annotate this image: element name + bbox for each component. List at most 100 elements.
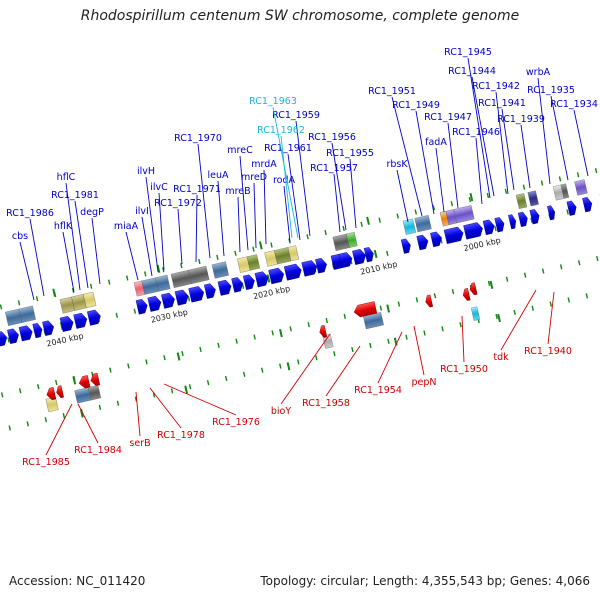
feature-block — [287, 245, 300, 262]
forward-gene-arrow — [231, 277, 244, 293]
feature-block — [346, 232, 358, 248]
reverse-gene-label-leader — [45, 403, 73, 456]
forward-gene-arrow — [7, 328, 19, 344]
feature-block — [574, 179, 588, 196]
forward-gene-arrow — [135, 299, 148, 315]
scale-label: 2010 kbp — [359, 259, 398, 276]
tick — [89, 283, 93, 289]
feature-block — [83, 291, 97, 309]
forward-gene-label: RC1_1942 — [472, 81, 520, 92]
forward-gene-label-leader — [475, 137, 483, 205]
reverse-gene-label-leader — [547, 291, 555, 345]
tick — [234, 250, 237, 256]
tick — [289, 326, 292, 332]
tick — [541, 268, 545, 274]
forward-gene-label: RC1_1955 — [326, 148, 374, 159]
tick — [486, 192, 490, 199]
tick — [495, 313, 498, 320]
forward-gene-label: miaA — [114, 221, 139, 232]
tick-major — [156, 264, 161, 273]
tick — [396, 213, 399, 219]
feature-block — [414, 215, 432, 233]
reverse-gene-label-leader — [500, 289, 537, 351]
tick — [423, 330, 426, 336]
reverse-gene-arrow — [469, 282, 478, 296]
tick — [451, 289, 455, 295]
feature-block — [246, 254, 261, 271]
reverse-genes — [46, 282, 478, 401]
forward-gene-label: RC1_1946 — [452, 127, 500, 138]
highlighted-gene-label-leader — [272, 106, 299, 239]
tick — [7, 337, 10, 343]
forward-gene-label-leader — [145, 176, 159, 273]
forward-gene-arrow — [73, 312, 88, 329]
tick — [307, 322, 310, 328]
tick — [187, 296, 191, 302]
forward-gene-arrow — [400, 238, 411, 254]
reverse-gene-label: RC1_1950 — [440, 364, 488, 375]
forward-gene-label: RC1_1945 — [444, 47, 492, 58]
forward-gene-label-leader — [333, 173, 341, 233]
forward-gene-arrow — [494, 217, 505, 233]
reverse-gene-arrow — [90, 372, 101, 386]
feature-blocks — [5, 179, 588, 413]
forward-gene-label-leader — [435, 147, 445, 213]
tick — [505, 276, 509, 282]
tick-major — [176, 352, 181, 361]
reverse-gene-arrow — [353, 301, 378, 318]
tick — [577, 260, 581, 266]
forward-gene-label-leader — [467, 57, 491, 199]
tick — [217, 342, 220, 348]
tick — [107, 279, 111, 285]
reverse-gene-label-leader — [280, 333, 331, 405]
tick — [596, 255, 599, 262]
forward-gene-arrow — [443, 226, 464, 244]
forward-gene-arrow — [18, 325, 33, 342]
forward-gene-label-leader — [495, 91, 509, 195]
forward-gene-arrow — [338, 252, 353, 269]
forward-gene-label-leader — [158, 192, 165, 271]
reverse-gene-label-leader — [413, 325, 425, 376]
tick — [522, 184, 526, 190]
forward-gene-label: rodA — [273, 175, 296, 186]
forward-gene-arrow — [463, 222, 483, 240]
feature-block — [88, 385, 102, 401]
reverse-gene-label-leader — [461, 315, 465, 363]
tick — [433, 293, 437, 299]
feature-block — [18, 305, 36, 323]
tick — [540, 180, 544, 186]
forward-gene-label: RC1_1981 — [51, 190, 99, 201]
forward-gene-arrow — [161, 292, 175, 309]
forward-gene-arrow — [0, 331, 8, 347]
forward-gene-arrow — [174, 289, 189, 306]
forward-gene-arrow — [147, 295, 162, 312]
tick — [133, 308, 137, 314]
tick — [188, 384, 192, 390]
chromosome-axis — [0, 203, 600, 397]
tick — [271, 330, 274, 336]
forward-gene-label-leader — [217, 180, 225, 257]
tick — [206, 380, 210, 386]
forward-gene-label-leader — [537, 77, 551, 185]
feature-block — [560, 183, 570, 199]
forward-gene-label-leader — [65, 182, 81, 291]
reverse-gene-label-leader — [325, 345, 361, 397]
forward-gene-arrow — [242, 274, 255, 290]
tick — [432, 205, 436, 211]
tick — [450, 201, 454, 207]
tick — [0, 392, 4, 398]
forward-gene-arrow — [517, 211, 528, 228]
forward-gene-label: RC1_1951 — [368, 86, 416, 97]
forward-gene-label: RC1_1970 — [174, 133, 222, 144]
reverse-gene-label: RC1_1985 — [22, 457, 70, 468]
highlighted-gene-label: RC1_1963 — [249, 96, 297, 107]
feature-block — [211, 261, 229, 279]
tick — [315, 355, 318, 361]
tick-major — [184, 385, 189, 394]
forward-gene-label: wrbA — [526, 67, 551, 78]
tick — [351, 346, 354, 353]
reverse-gene-label: serB — [129, 438, 150, 449]
forward-gene-arrow — [529, 209, 540, 225]
tick — [342, 225, 345, 232]
